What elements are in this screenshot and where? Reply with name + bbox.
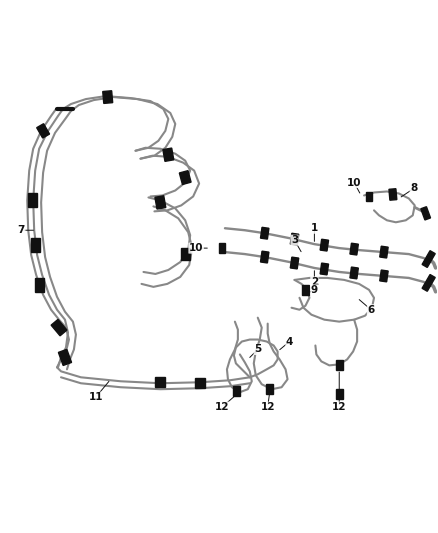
Text: 1: 1 (311, 223, 318, 233)
Text: 12: 12 (215, 402, 229, 412)
Bar (422, 251, 435, 268)
Bar (219, 243, 226, 253)
Bar (261, 251, 269, 263)
Bar (195, 378, 205, 388)
Bar (261, 227, 269, 239)
Bar (31, 238, 40, 252)
Text: 11: 11 (88, 392, 103, 402)
Text: 7: 7 (18, 225, 25, 235)
Bar (320, 239, 328, 251)
Bar (421, 207, 431, 220)
Bar (35, 278, 44, 292)
Bar (37, 124, 49, 138)
Text: 9: 9 (311, 285, 318, 295)
Text: 5: 5 (254, 344, 261, 354)
Text: 2: 2 (311, 277, 318, 287)
Bar (290, 233, 299, 245)
Bar (28, 193, 37, 207)
Bar (380, 270, 388, 282)
Bar (266, 384, 273, 394)
Text: 10: 10 (189, 243, 203, 253)
Bar (336, 360, 343, 370)
Bar (422, 274, 435, 291)
Bar (155, 196, 166, 209)
Bar (350, 267, 358, 279)
Bar (302, 285, 309, 295)
Bar (290, 257, 299, 269)
Text: 4: 4 (286, 336, 293, 346)
Bar (51, 319, 67, 336)
Bar (233, 386, 240, 396)
Bar (320, 263, 328, 275)
Text: 12: 12 (332, 402, 346, 412)
Text: 6: 6 (367, 305, 374, 314)
Text: 3: 3 (291, 235, 298, 245)
Bar (389, 189, 397, 200)
Text: 10: 10 (347, 177, 361, 188)
Bar (336, 389, 343, 399)
Text: 12: 12 (261, 402, 275, 412)
Bar (181, 248, 190, 260)
Bar (163, 148, 174, 161)
Bar (103, 91, 113, 103)
Bar (179, 171, 191, 184)
Bar (155, 377, 165, 387)
Text: 8: 8 (410, 183, 417, 193)
Bar (380, 246, 388, 258)
Bar (350, 243, 358, 255)
Bar (366, 192, 372, 201)
Bar (58, 349, 71, 366)
